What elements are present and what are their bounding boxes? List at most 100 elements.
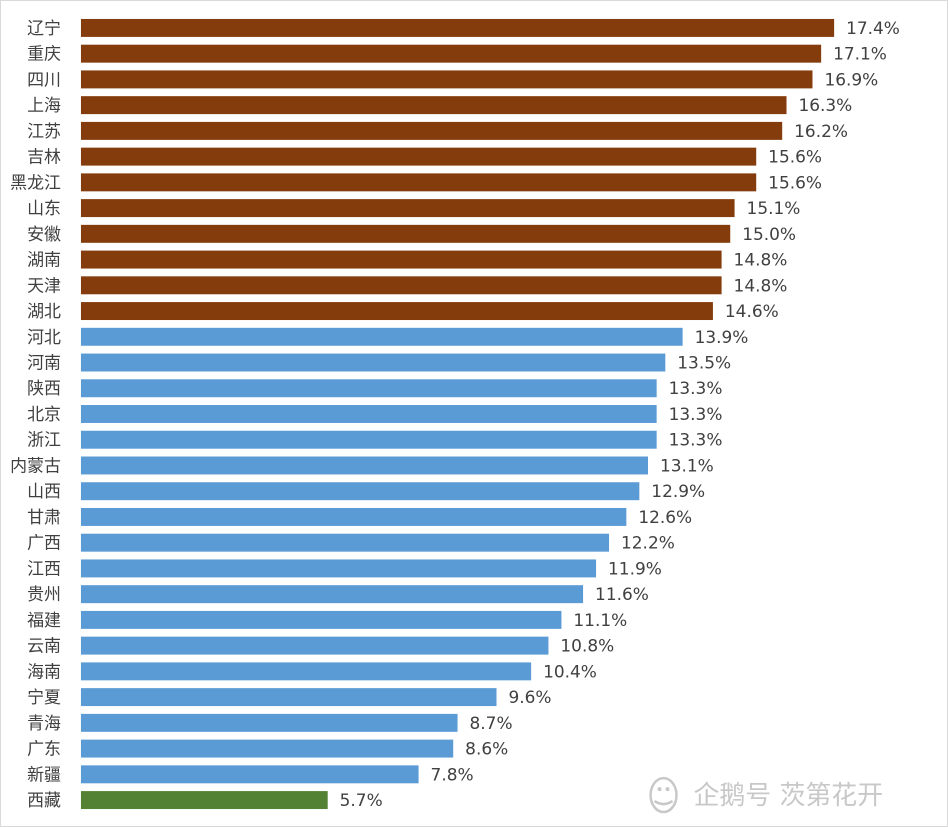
- data-label: 13.9%: [695, 327, 749, 347]
- data-label: 7.8%: [431, 764, 474, 784]
- category-label: 河南: [27, 353, 61, 373]
- category-label: 湖北: [27, 301, 61, 321]
- data-label: 13.3%: [669, 378, 723, 398]
- category-label: 广西: [27, 533, 61, 553]
- bar-30: [80, 765, 419, 784]
- bar-20: [80, 507, 627, 526]
- category-label: 湖南: [27, 250, 61, 270]
- bar-6: [80, 147, 757, 166]
- data-label: 14.6%: [725, 301, 779, 321]
- category-label: 江苏: [27, 121, 61, 141]
- bar-1: [80, 18, 835, 37]
- bar-15: [80, 379, 657, 398]
- data-label: 11.1%: [573, 610, 627, 630]
- category-label: 云南: [27, 636, 61, 656]
- category-label: 浙江: [27, 430, 61, 450]
- penguin-logo-icon: [649, 776, 678, 814]
- data-label: 15.0%: [742, 224, 796, 244]
- bar-23: [80, 585, 584, 604]
- bars-group: [80, 18, 835, 810]
- bar-2: [80, 44, 822, 63]
- data-label: 8.7%: [470, 713, 513, 733]
- data-label: 16.2%: [794, 121, 848, 141]
- category-label: 广东: [27, 739, 61, 759]
- data-label: 17.1%: [833, 44, 887, 64]
- data-label: 16.9%: [824, 69, 878, 89]
- data-label: 11.6%: [595, 584, 649, 604]
- data-label: 13.1%: [660, 455, 714, 475]
- data-label: 12.2%: [621, 533, 675, 553]
- category-label: 天津: [27, 275, 61, 295]
- category-label: 河北: [27, 327, 61, 347]
- data-label: 9.6%: [508, 687, 551, 707]
- bar-31: [80, 791, 328, 810]
- category-label: 海南: [27, 661, 61, 681]
- category-label: 山西: [27, 481, 61, 501]
- bar-10: [80, 250, 722, 269]
- data-label: 16.3%: [798, 95, 852, 115]
- category-label: 山东: [27, 198, 61, 218]
- bar-29: [80, 739, 454, 758]
- bar-7: [80, 173, 757, 192]
- data-label: 11.9%: [608, 558, 662, 578]
- data-label: 8.6%: [465, 739, 508, 759]
- bar-12: [80, 302, 713, 321]
- bar-4: [80, 96, 787, 115]
- category-label: 安徽: [27, 224, 61, 244]
- data-label: 15.6%: [768, 147, 822, 167]
- category-label: 福建: [27, 610, 61, 630]
- data-label: 17.4%: [846, 18, 900, 38]
- data-label: 14.8%: [734, 275, 788, 295]
- bar-14: [80, 353, 666, 372]
- category-label: 陕西: [27, 378, 61, 398]
- bar-9: [80, 224, 731, 243]
- data-label: 5.7%: [340, 790, 383, 810]
- bar-8: [80, 199, 735, 218]
- bar-13: [80, 327, 683, 346]
- category-label: 辽宁: [27, 18, 61, 38]
- bar-26: [80, 662, 532, 681]
- category-label: 四川: [27, 69, 61, 89]
- category-label: 吉林: [27, 147, 61, 167]
- category-label: 重庆: [27, 44, 61, 64]
- bar-25: [80, 636, 549, 655]
- category-label: 宁夏: [27, 687, 61, 707]
- category-label: 内蒙古: [10, 455, 61, 475]
- category-label: 西藏: [27, 790, 61, 810]
- bar-16: [80, 405, 657, 423]
- value-labels-group: 17.4% 17.1% 16.9% 16.3% 16.2% 15.6% 15.6% 15.1%…: [340, 18, 900, 810]
- watermark: 企鹅号 茨第花开: [649, 776, 883, 814]
- category-label: 贵州: [27, 584, 61, 604]
- data-label: 12.9%: [651, 481, 705, 501]
- category-label: 黑龙江: [10, 172, 61, 192]
- category-label: 甘肃: [27, 507, 61, 527]
- data-label: 12.6%: [638, 507, 692, 527]
- bar-27: [80, 688, 497, 707]
- data-label: 14.8%: [734, 250, 788, 270]
- category-labels-group: 辽宁重庆四川上海江苏吉林黑龙江山东安徽湖南天津湖北河北河南陕西北京浙江内蒙古山西…: [10, 18, 61, 810]
- category-label: 青海: [27, 713, 61, 733]
- category-label: 北京: [27, 404, 61, 424]
- data-label: 10.4%: [543, 661, 597, 681]
- bar-24: [80, 610, 562, 629]
- category-label: 上海: [27, 95, 61, 115]
- data-label: 13.5%: [677, 353, 731, 373]
- bar-11: [80, 276, 722, 295]
- data-label: 13.3%: [669, 430, 723, 450]
- category-label: 新疆: [27, 764, 61, 784]
- data-label: 10.8%: [560, 636, 614, 656]
- bar-18: [80, 456, 648, 475]
- bar-22: [80, 559, 597, 578]
- bar-17: [80, 430, 657, 449]
- data-label: 13.3%: [669, 404, 723, 424]
- bar-19: [80, 482, 640, 501]
- data-label: 15.6%: [768, 172, 822, 192]
- watermark-text: 企鹅号 茨第花开: [693, 781, 883, 811]
- data-label: 15.1%: [747, 198, 801, 218]
- bar-5: [80, 121, 783, 140]
- bar-28: [80, 713, 458, 732]
- bar-3: [80, 70, 813, 89]
- bar-21: [80, 533, 610, 552]
- category-label: 江西: [27, 558, 61, 578]
